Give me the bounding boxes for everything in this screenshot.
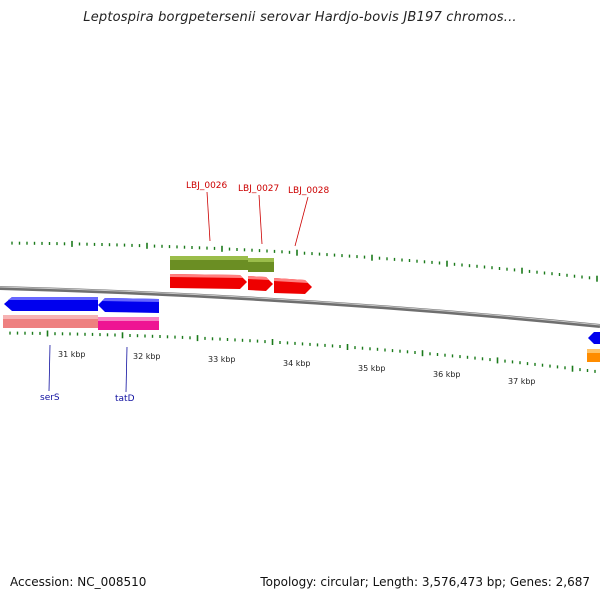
inner-tick-row <box>9 330 596 373</box>
scale-label-32: 32 kbp <box>133 352 161 361</box>
topology-summary: Topology: circular; Length: 3,576,473 bp… <box>260 575 590 589</box>
cds-lbj-0027[interactable] <box>248 276 273 291</box>
feature-magenta[interactable] <box>98 317 159 330</box>
scale-label-34: 34 kbp <box>283 359 311 368</box>
bottom-gene-leaders <box>48 344 128 393</box>
cds-lbj-0026[interactable] <box>170 274 247 289</box>
scale-label-35: 35 kbp <box>358 364 386 373</box>
cds-lbj-0028[interactable] <box>274 278 312 294</box>
cds-sers[interactable] <box>4 297 98 311</box>
outer-tick-row <box>11 240 598 282</box>
gene-label-tatd[interactable]: tatD <box>115 394 135 404</box>
scale-label-33: 33 kbp <box>208 355 236 364</box>
gene-feature-green[interactable] <box>170 256 274 272</box>
top-gene-leaders <box>206 191 309 247</box>
map-title: Leptospira borgpetersenii serovar Hardjo… <box>83 10 517 25</box>
scale-label-31: 31 kbp <box>58 350 86 359</box>
gene-label-lbj-0026[interactable]: LBJ_0026 <box>186 181 228 191</box>
scale-label-37: 37 kbp <box>508 377 536 386</box>
scale-label-36: 36 kbp <box>433 370 461 379</box>
scale-labels: 31 kbp 32 kbp 33 kbp 34 kbp 35 kbp 36 kb… <box>58 350 536 386</box>
gene-label-lbj-0028[interactable]: LBJ_0028 <box>288 186 330 196</box>
feature-pink[interactable] <box>3 315 98 328</box>
cds-tatd[interactable] <box>98 298 159 313</box>
cds-right-blue[interactable] <box>588 332 600 344</box>
cds-right-orange[interactable] <box>587 349 600 362</box>
bottom-gene-labels: serS tatD <box>40 393 135 404</box>
gene-label-sers[interactable]: serS <box>40 393 60 403</box>
top-gene-labels: LBJ_0026 LBJ_0027 LBJ_0028 <box>186 181 330 196</box>
chromosome-backbone <box>0 286 600 328</box>
gene-label-lbj-0027[interactable]: LBJ_0027 <box>238 184 279 194</box>
accession-text: Accession: NC_008510 <box>10 575 147 589</box>
